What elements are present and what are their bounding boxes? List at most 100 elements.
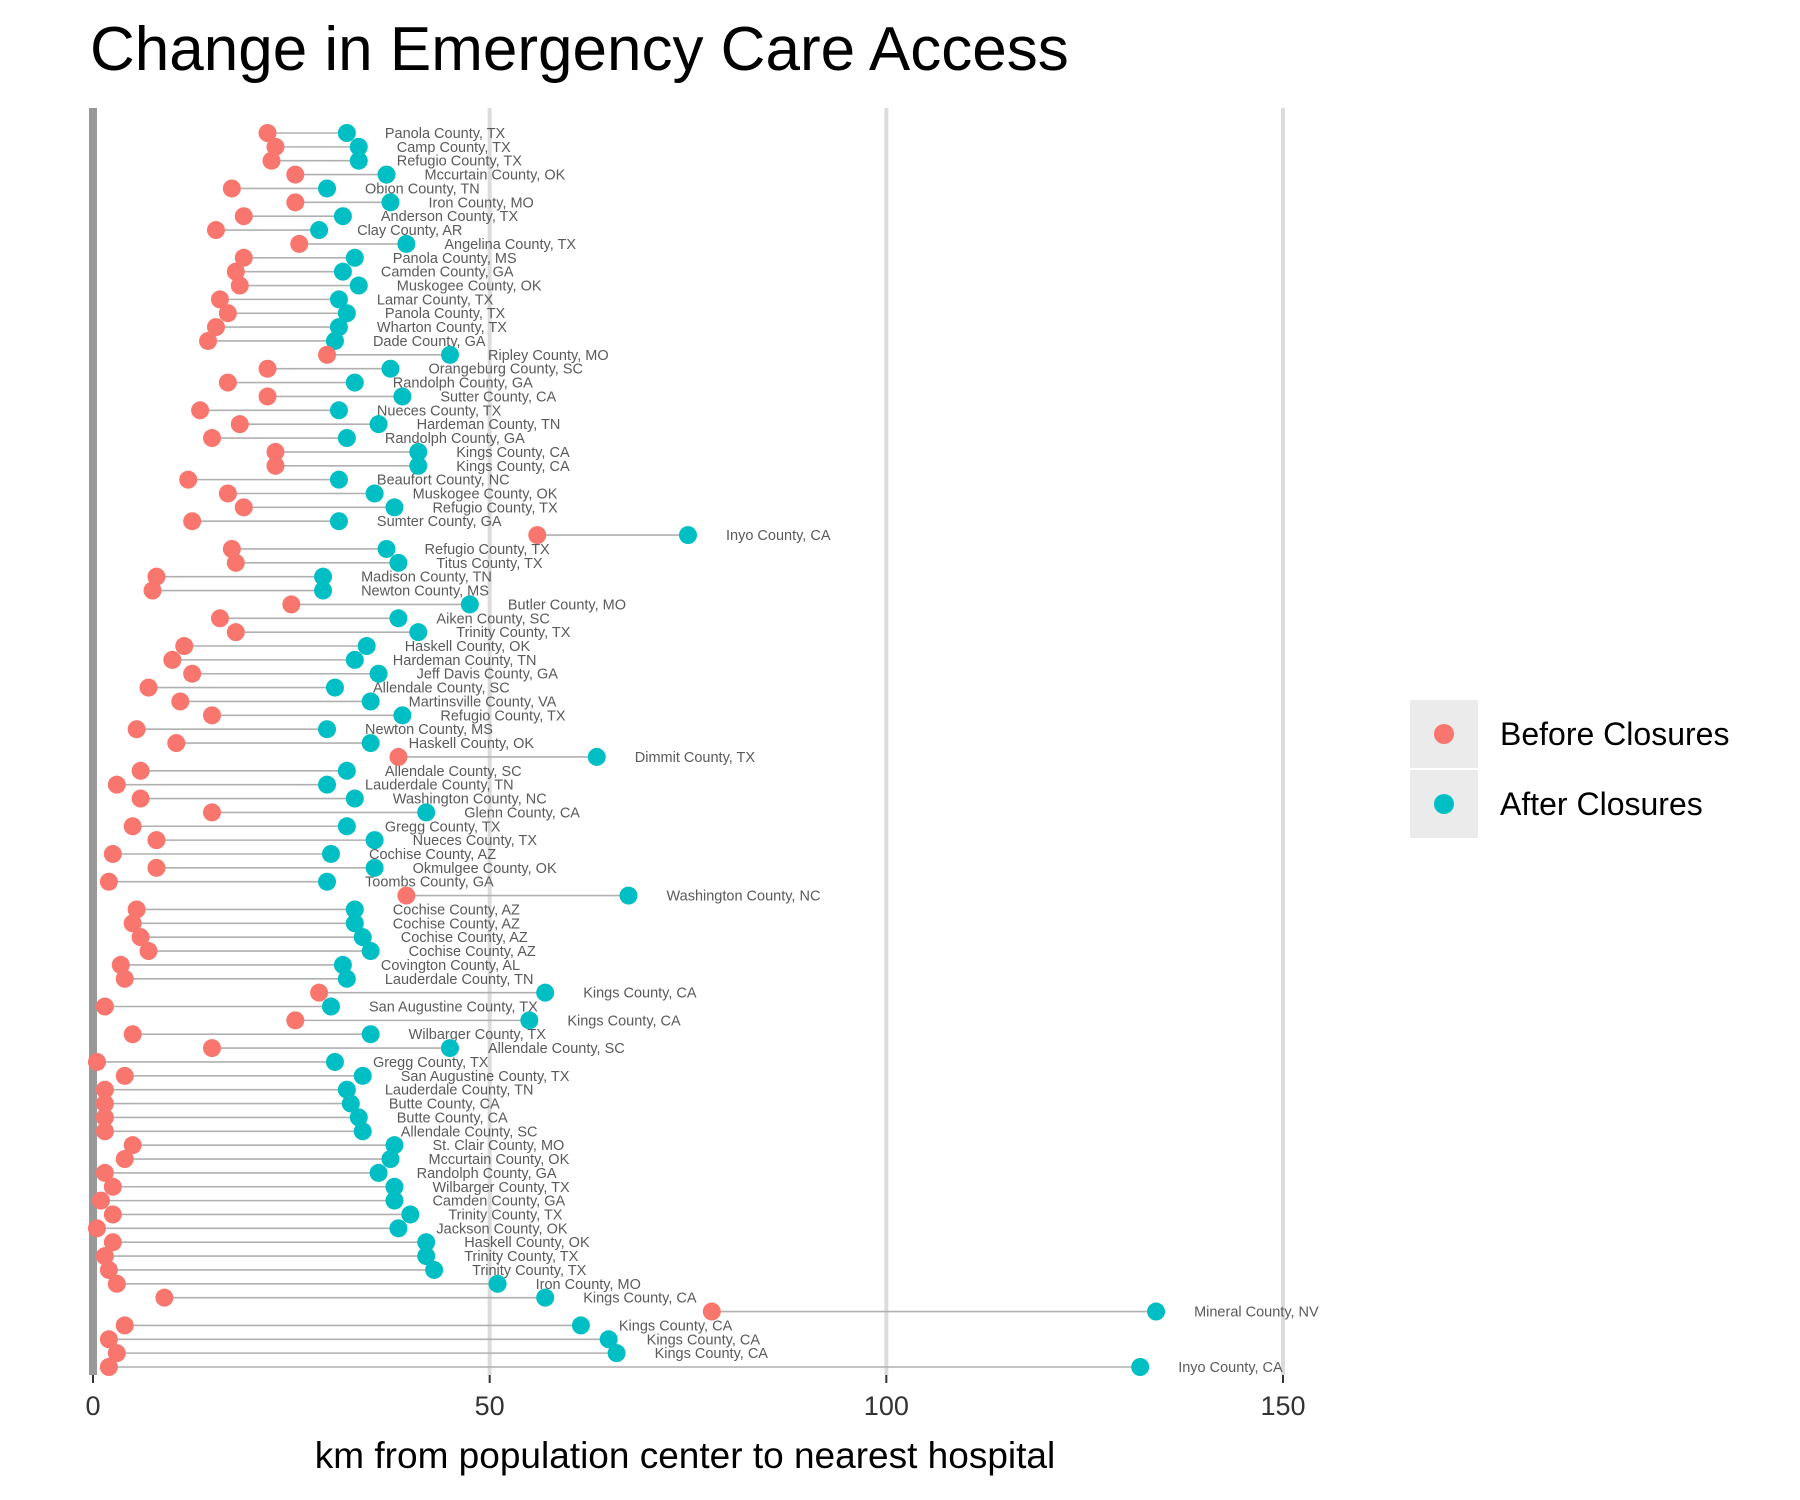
county-label: Beaufort County, NC [377,473,510,489]
county-label: Mineral County, NV [1194,1305,1319,1321]
after-closures-point [329,318,348,337]
before-closures-point [115,1316,134,1335]
after-closures-point [318,872,337,891]
county-label: Mccurtain County, OK [425,168,566,184]
before-closures-point [258,387,277,406]
before-closures-point [175,637,194,656]
after-closures-point [353,1122,372,1141]
before-closures-point [286,165,305,184]
county-label: Panola County, MS [393,251,517,267]
county-label: Kings County, CA [647,1332,761,1348]
before-closures-point [183,664,202,683]
county-label: Haskell County, OK [405,639,531,655]
county-label: Refugio County, TX [440,708,566,724]
county-label: Dade County, GA [373,334,486,350]
after-closures-point [353,928,372,947]
before-closures-point [234,248,253,267]
before-closures-point [107,1274,126,1293]
after-closures-point [385,1177,404,1196]
county-label: Jackson County, OK [436,1221,567,1237]
before-closures-point [115,1066,134,1085]
county-label: Anderson County, TX [381,209,519,225]
county-label: Kings County, CA [655,1346,769,1362]
after-closures-point [329,512,348,531]
after-closures-point [365,831,384,850]
county-label: Randolph County, GA [385,431,525,447]
before-closures-point [127,720,146,739]
before-closures-point [147,567,166,586]
county-label: Sumter County, GA [377,514,502,530]
after-closures-point [381,1150,400,1169]
before-closures-point [222,539,241,558]
county-label: Trinity County, TX [448,1207,562,1223]
after-closures-point [619,886,638,905]
after-closures-point [441,1039,459,1058]
after-closures-point [393,706,412,725]
after-closures-point [337,969,356,988]
after-closures-point [345,650,364,669]
county-label: Sutter County, CA [440,389,556,405]
before-closures-point [266,456,285,475]
before-closures-point [266,442,285,461]
county-label: Allendale County, SC [385,764,522,780]
before-closures-point [226,623,245,642]
after-closures-point [318,179,337,198]
before-closures-point [210,290,229,309]
before-closures-point [115,1150,134,1169]
legend-label: Before Closures [1500,716,1729,752]
county-label: Refugio County, TX [425,542,551,558]
after-closures-point [345,248,364,267]
before-closures-point [139,942,158,961]
before-closures-point [95,1108,114,1127]
county-label: Cochise County, AZ [409,944,536,960]
x-tick-label-100: 100 [864,1391,909,1421]
county-label: Muskogee County, OK [397,279,542,295]
after-closures-point [1131,1358,1150,1376]
chart-title: Change in Emergency Care Access [90,15,1069,84]
county-label: Okmulgee County, OK [413,861,557,877]
before-closures-point [290,234,309,253]
before-closures-point [95,1122,114,1141]
county-label: Jeff Davis County, GA [417,667,559,683]
county-label: Inyo County, CA [1178,1360,1283,1376]
county-label: Kings County, CA [583,986,697,1002]
county-label: Camden County, GA [381,265,514,281]
county-label: San Augustine County, TX [401,1069,570,1085]
county-label: Dimmit County, TX [635,750,756,766]
after-closures-point [409,623,428,642]
county-label: Randolph County, GA [417,1166,557,1182]
after-closures-point [365,858,384,877]
after-closures-point [325,331,344,350]
after-closures-point [310,221,329,240]
after-closures-point [333,262,352,281]
after-closures-point [329,290,348,309]
before-closures-point [203,803,221,822]
before-closures-point [222,179,241,198]
county-label: Toombs County, GA [365,875,494,891]
before-closures-point [702,1302,721,1321]
after-closures-point [417,803,436,822]
before-closures-point [258,359,277,378]
before-closures-point [206,221,225,240]
county-label: Kings County, CA [567,1013,681,1029]
county-label: Butte County, CA [389,1097,500,1113]
before-closures-point [123,817,142,836]
after-closures-point [520,1011,539,1030]
before-closures-point [163,650,182,669]
before-closures-point [191,401,210,420]
before-closures-point [103,1205,122,1224]
county-label: Randolph County, GA [393,376,533,392]
before-closures-point [179,470,198,489]
after-closures-point [369,664,388,683]
before-closures-point [167,734,186,753]
before-closures-point [234,207,253,226]
after-closures-point [341,1094,360,1113]
county-label: Newton County, MS [365,722,493,738]
before-closures-point [131,789,150,808]
before-closures-point [115,969,134,988]
county-label: Hardeman County, TN [417,417,561,433]
county-label: Haskell County, OK [409,736,535,752]
county-label: Camp County, TX [397,140,511,156]
county-label: Butler County, MO [508,597,626,613]
